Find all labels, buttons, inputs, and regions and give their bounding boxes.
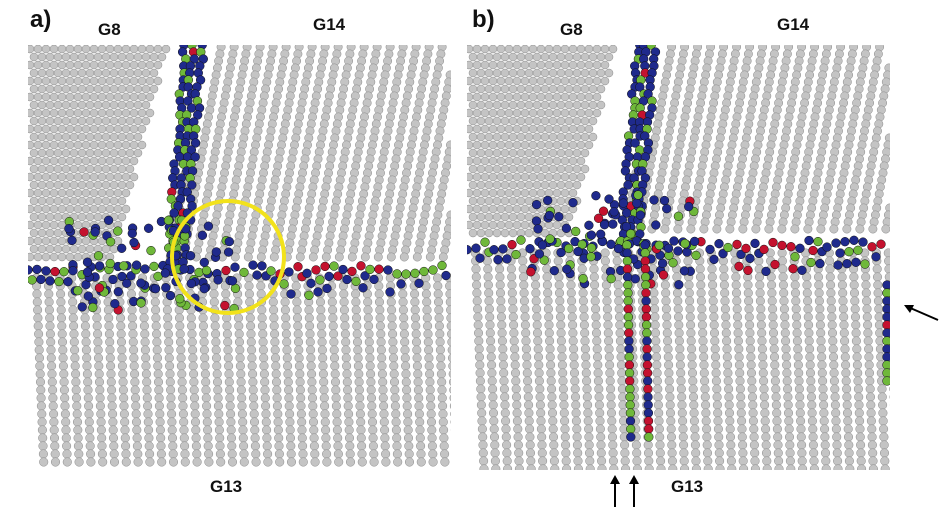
- panel-b-atomistic-snapshot: [467, 45, 890, 470]
- right-boundary-arrow-icon: [904, 305, 939, 321]
- panel-b-grain-g13-label: G13: [671, 477, 704, 496]
- bottom-arrow-icon-right: [629, 475, 639, 507]
- panel-a-grain-g13-label: G13: [210, 477, 243, 496]
- panel-b-atoms: [467, 45, 890, 470]
- panel-b-grain-g14-label: G14: [777, 15, 810, 34]
- panel-a-grain-g8-label: G8: [98, 20, 121, 39]
- bottom-arrow-icon-left: [610, 475, 620, 507]
- panel-a-letter: a): [30, 6, 52, 33]
- panel-b-letter: b): [472, 6, 495, 33]
- highlight-circle: [170, 199, 286, 315]
- panel-a-atoms: [28, 45, 451, 467]
- panel-b-grain-g8-label: G8: [560, 20, 583, 39]
- panel-a-grain-g14-label: G14: [313, 15, 346, 34]
- panel-a-atomistic-snapshot: [28, 45, 451, 470]
